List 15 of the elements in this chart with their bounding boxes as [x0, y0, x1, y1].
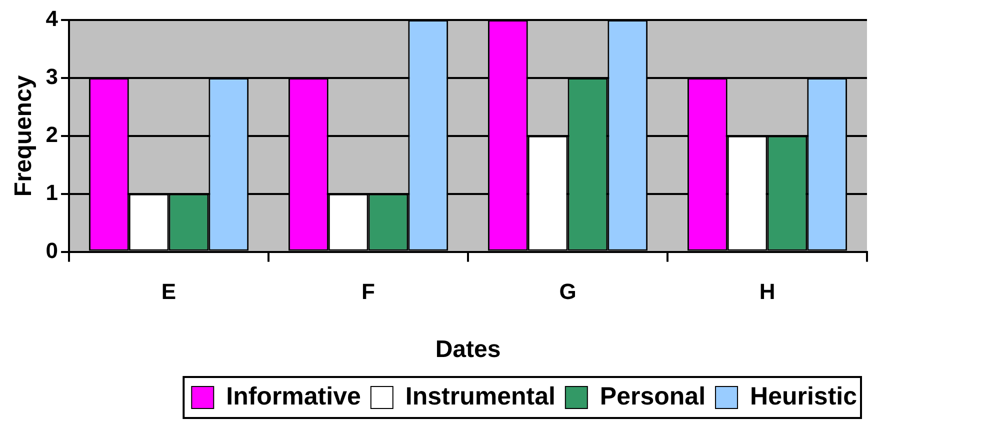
y-tick-label: 3 — [46, 64, 58, 90]
legend-label: Informative — [226, 382, 361, 410]
x-tick-label: H — [759, 279, 776, 304]
x-tick-label: E — [161, 279, 176, 304]
y-tick-label: 0 — [46, 238, 58, 263]
x-axis-title: Dates — [435, 336, 501, 364]
y-tick-label: 2 — [46, 122, 58, 147]
legend-label: Heuristic — [750, 382, 858, 410]
x-tick-label: G — [559, 279, 576, 304]
y-tick-label: 1 — [46, 180, 58, 205]
legend-label: Instrumental — [405, 382, 556, 410]
y-tick-label: 4 — [46, 6, 59, 32]
x-tick-label: F — [362, 279, 375, 304]
y-axis-title: Frequency — [10, 74, 38, 197]
legend-label: Personal — [600, 382, 706, 410]
